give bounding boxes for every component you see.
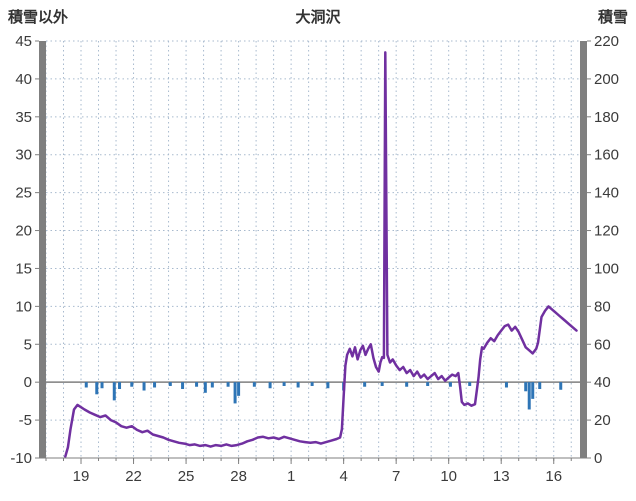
precip-bar: [524, 382, 528, 392]
data-line: [64, 51, 578, 458]
precip-bar: [226, 382, 230, 387]
precip-bar: [95, 382, 99, 395]
x-tick-label: 4: [339, 468, 347, 485]
right-tick-label: 40: [594, 374, 611, 391]
left-tick-label: 25: [15, 185, 32, 202]
precip-bar: [538, 382, 542, 390]
right-tick-label: 80: [594, 298, 611, 315]
left-tick-label: -10: [10, 450, 32, 467]
precip-bar: [210, 382, 214, 388]
precip-bar: [233, 382, 237, 404]
precip-bar: [168, 382, 172, 386]
precip-bar: [181, 382, 185, 390]
precip-bar: [380, 382, 384, 386]
precip-bar: [363, 382, 367, 387]
x-tick-label: 16: [545, 468, 562, 485]
right-tick-label: 120: [594, 223, 619, 240]
precip-bar: [426, 382, 430, 386]
x-tick-label: 7: [392, 468, 400, 485]
left-tick-label: 40: [15, 71, 32, 88]
precip-bar: [559, 382, 563, 390]
right-tick-label: 140: [594, 185, 619, 202]
left-axis-spine: [39, 41, 46, 458]
precip-bar: [296, 382, 300, 388]
precip-bar: [527, 382, 531, 410]
precip-bar: [130, 382, 134, 387]
right-axis-spine: [580, 41, 587, 458]
precip-bar: [405, 382, 409, 387]
x-tick-label: 13: [493, 468, 510, 485]
precip-bar: [195, 382, 199, 387]
right-tick-label: 160: [594, 147, 619, 164]
x-tick-label: 28: [230, 468, 247, 485]
right-tick-label: 60: [594, 336, 611, 353]
right-tick-label: 200: [594, 71, 619, 88]
precip-bar: [468, 382, 472, 386]
right-tick-label: 180: [594, 109, 619, 126]
precip-bar: [448, 382, 452, 387]
left-axis-title: 積雪以外: [8, 9, 69, 26]
left-tick-label: 30: [15, 147, 32, 164]
precip-bar: [326, 382, 330, 389]
left-tick-label: 20: [15, 223, 32, 240]
precip-bar: [504, 382, 508, 388]
precip-bar: [153, 382, 157, 388]
left-tick-label: 10: [15, 298, 32, 315]
left-tick-label: -5: [19, 412, 32, 429]
precip-bar: [203, 382, 207, 393]
precip-bar: [142, 382, 146, 391]
x-tick-label: 22: [125, 468, 142, 485]
right-tick-label: 220: [594, 33, 619, 50]
x-tick-label: 25: [178, 468, 195, 485]
left-tick-label: 5: [24, 336, 32, 353]
left-tick-label: 0: [24, 374, 32, 391]
chart-title: 大洞沢: [295, 9, 341, 26]
left-tick-label: 45: [15, 33, 32, 50]
x-tick-label: 19: [73, 468, 90, 485]
precip-bar: [268, 382, 272, 389]
chart-header: 積雪以外 大洞沢 積雪: [0, 6, 636, 28]
precip-bar: [531, 382, 535, 399]
x-tick-label: 1: [287, 468, 295, 485]
x-tick-label: 10: [440, 468, 457, 485]
right-tick-label: 0: [594, 450, 602, 467]
right-tick-label: 20: [594, 412, 611, 429]
precip-bar: [282, 382, 286, 386]
left-tick-label: 15: [15, 260, 32, 277]
precip-bar: [84, 382, 88, 388]
precip-bar: [252, 382, 256, 387]
precip-bar: [310, 382, 314, 386]
precip-bar: [100, 382, 104, 389]
left-tick-label: 35: [15, 109, 32, 126]
right-tick-label: 100: [594, 260, 619, 277]
precip-bar: [237, 382, 241, 396]
precip-bar: [112, 382, 116, 401]
right-axis-title: 積雪: [597, 9, 628, 26]
precip-bar: [118, 382, 122, 390]
